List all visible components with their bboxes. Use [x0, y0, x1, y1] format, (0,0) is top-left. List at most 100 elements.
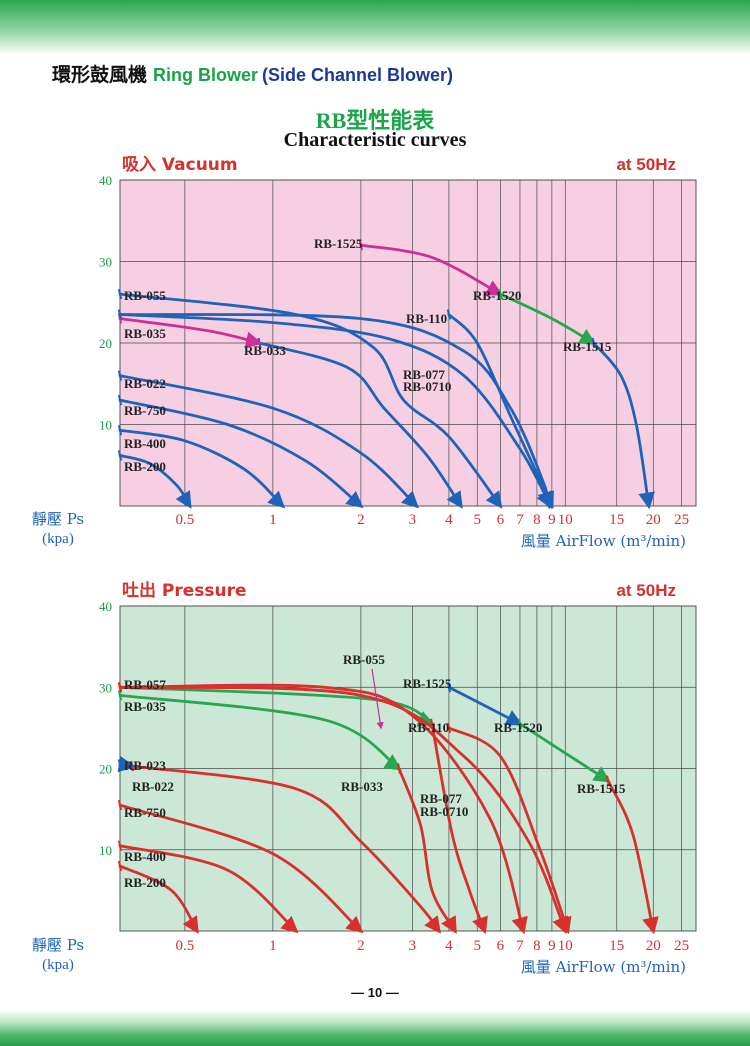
- series-start-tick: [358, 239, 363, 251]
- series-line-rb-750: [118, 803, 364, 934]
- series-start-tick: [117, 424, 123, 436]
- series-label-rb-077: RB-077: [420, 791, 462, 806]
- series-start-tick: [605, 775, 611, 786]
- series-label-rb-055: RB-055: [124, 288, 166, 303]
- series-label-rb-033: RB-033: [244, 343, 286, 358]
- chart-main-title: RB型性能表: [315, 108, 435, 133]
- series-label-rb-1515: RB-1515: [577, 781, 626, 796]
- series-line-rb-750: [118, 398, 364, 509]
- series-label-rb-400: RB-400: [124, 849, 166, 864]
- series-line-rb-077: [118, 683, 528, 935]
- series-label-rb-035: RB-035: [124, 699, 166, 714]
- series-label-rb-1525: RB-1525: [314, 236, 363, 251]
- series-line-rb-1525: [447, 685, 523, 726]
- page-heading: 環形鼓風機 Ring Blower (Side Channel Blower): [52, 60, 453, 87]
- y-axis-unit: (kpa): [42, 531, 74, 547]
- page-number: — 10 —: [351, 985, 399, 1000]
- series-label-rb-1520: RB-1520: [473, 288, 521, 303]
- chart-frequency: at 50Hz: [616, 581, 676, 600]
- series-label-rb-750: RB-750: [124, 403, 166, 418]
- y-axis-unit: (kpa): [42, 957, 74, 973]
- series-start-tick: [117, 394, 123, 406]
- series-label-rb-057: RB-057: [124, 677, 166, 692]
- series-label-rb-200: RB-200: [124, 459, 166, 474]
- x-tick-label: 3: [409, 938, 417, 954]
- series-start-tick: [517, 718, 523, 730]
- series-line-rb-110: [447, 313, 554, 510]
- series-start-tick: [117, 450, 123, 461]
- series-start-tick: [117, 799, 123, 811]
- series-label-rb-400: RB-400: [124, 436, 166, 451]
- x-tick-label: 15: [609, 512, 624, 528]
- series-start-tick: [117, 690, 123, 701]
- y-axis-label: 靜壓 Ps: [32, 510, 84, 528]
- series-line-rb-0710: [118, 685, 568, 935]
- series-label-rb-023: RB-023: [124, 758, 166, 773]
- series-line-rb-1520: [499, 292, 597, 345]
- series-start-tick: [117, 759, 123, 770]
- x-tick-label: 1: [269, 938, 277, 954]
- y-tick-label: 40: [99, 599, 112, 614]
- top-band: [0, 0, 750, 55]
- series-label-rb-033: RB-033: [341, 779, 383, 794]
- series-label-rb-110: RB-110: [408, 720, 449, 735]
- title-en: Ring Blower: [153, 65, 259, 85]
- series-start-tick: [498, 288, 503, 300]
- series-start-tick: [446, 722, 451, 734]
- x-tick-label: 15: [609, 938, 624, 954]
- series-label-rb-022: RB-022: [132, 779, 174, 794]
- x-tick-label: 7: [516, 938, 524, 954]
- x-tick-label: 25: [674, 938, 689, 954]
- y-tick-label: 10: [99, 418, 112, 433]
- x-tick-label: 9: [548, 512, 556, 528]
- y-tick-label: 20: [99, 336, 112, 351]
- series-label-rb-200: RB-200: [124, 875, 166, 890]
- chart-mode-title: 吸入 Vacuum: [122, 155, 238, 175]
- x-tick-label: 2: [357, 938, 365, 954]
- series-line-rb-035: [118, 317, 263, 349]
- x-tick-label: 20: [646, 938, 661, 954]
- series-start-tick: [117, 309, 123, 320]
- chart-sub-title: Characteristic curves: [283, 129, 467, 151]
- x-tick-label: 10: [558, 512, 573, 528]
- x-tick-label: 1: [269, 512, 277, 528]
- series-line-rb-033: [397, 767, 457, 934]
- series-line-rb-022: [130, 764, 442, 934]
- series-line-rb-400: [118, 844, 299, 934]
- x-tick-label: 0.5: [175, 938, 194, 954]
- series-line-rb-200: [118, 454, 192, 509]
- bottom-band: [0, 1010, 750, 1046]
- series-line-rb-200: [118, 864, 199, 934]
- series-label-rb-0710: RB-0710: [420, 804, 468, 819]
- series-label-rb-0710: RB-0710: [403, 379, 451, 394]
- x-tick-label: 20: [646, 512, 661, 528]
- series-line-rb-400: [118, 428, 286, 509]
- y-tick-label: 30: [99, 255, 112, 270]
- series-label-rb-035: RB-035: [124, 326, 166, 341]
- series-start-tick: [591, 337, 596, 349]
- x-axis-label: 風量 AirFlow (m³/min): [521, 532, 686, 550]
- series-start-tick: [117, 840, 123, 851]
- series-start-tick: [446, 682, 451, 693]
- series-line-rb-022: [118, 374, 419, 509]
- x-tick-label: 6: [497, 938, 505, 954]
- series-label-rb-022: RB-022: [124, 376, 166, 391]
- series-line-rb-1515: [606, 779, 659, 935]
- series-line-rb-1515: [592, 341, 656, 510]
- series-line-rb-077: [118, 313, 554, 510]
- x-tick-label: 25: [674, 512, 689, 528]
- y-tick-label: 30: [99, 680, 112, 695]
- series-line-rb-057: [118, 685, 436, 727]
- subtitle-en: (Side Channel Blower): [262, 65, 454, 85]
- series-line-rb-110: [447, 726, 572, 935]
- rb-055-pointer: [371, 668, 384, 730]
- x-tick-label: 10: [558, 938, 573, 954]
- x-tick-label: 8: [533, 938, 541, 954]
- series-start-tick: [117, 370, 123, 381]
- x-axis-label: 風量 AirFlow (m³/min): [521, 958, 686, 976]
- x-tick-label: 0.5: [175, 512, 194, 528]
- series-start-tick: [117, 860, 123, 872]
- series-label-rb-750: RB-750: [124, 805, 166, 820]
